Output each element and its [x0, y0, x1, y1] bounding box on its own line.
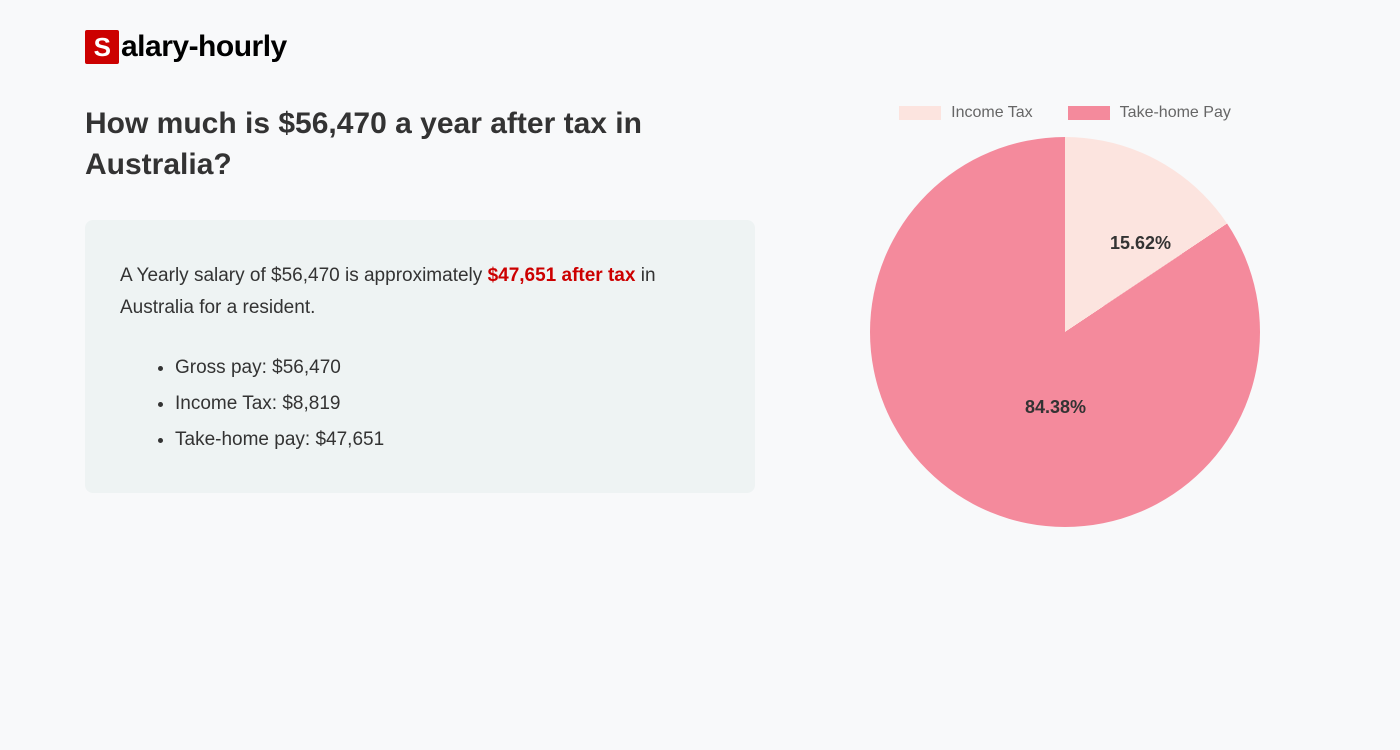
pie-chart: 15.62% 84.38% [870, 137, 1260, 527]
chart-legend: Income Tax Take-home Pay [899, 104, 1231, 122]
list-item: Gross pay: $56,470 [175, 350, 720, 386]
list-item: Take-home pay: $47,651 [175, 422, 720, 458]
pie-slice-label: 15.62% [1110, 233, 1171, 254]
logo-text: alary-hourly [121, 30, 287, 64]
page-title: How much is $56,470 a year after tax in … [85, 104, 755, 185]
summary-list: Gross pay: $56,470 Income Tax: $8,819 Ta… [120, 350, 720, 458]
site-logo: Salary-hourly [85, 30, 1315, 64]
legend-item-take-home: Take-home Pay [1068, 104, 1231, 122]
legend-item-income-tax: Income Tax [899, 104, 1033, 122]
summary-before: A Yearly salary of $56,470 is approximat… [120, 265, 488, 286]
pie-body [870, 137, 1260, 527]
summary-text: A Yearly salary of $56,470 is approximat… [120, 260, 720, 325]
legend-swatch [1068, 106, 1110, 120]
pie-slice-label: 84.38% [1025, 397, 1086, 418]
legend-label: Income Tax [951, 104, 1033, 122]
summary-highlight: $47,651 after tax [488, 265, 636, 286]
logo-badge: S [85, 30, 119, 64]
legend-label: Take-home Pay [1120, 104, 1231, 122]
summary-box: A Yearly salary of $56,470 is approximat… [85, 220, 755, 493]
legend-swatch [899, 106, 941, 120]
list-item: Income Tax: $8,819 [175, 386, 720, 422]
